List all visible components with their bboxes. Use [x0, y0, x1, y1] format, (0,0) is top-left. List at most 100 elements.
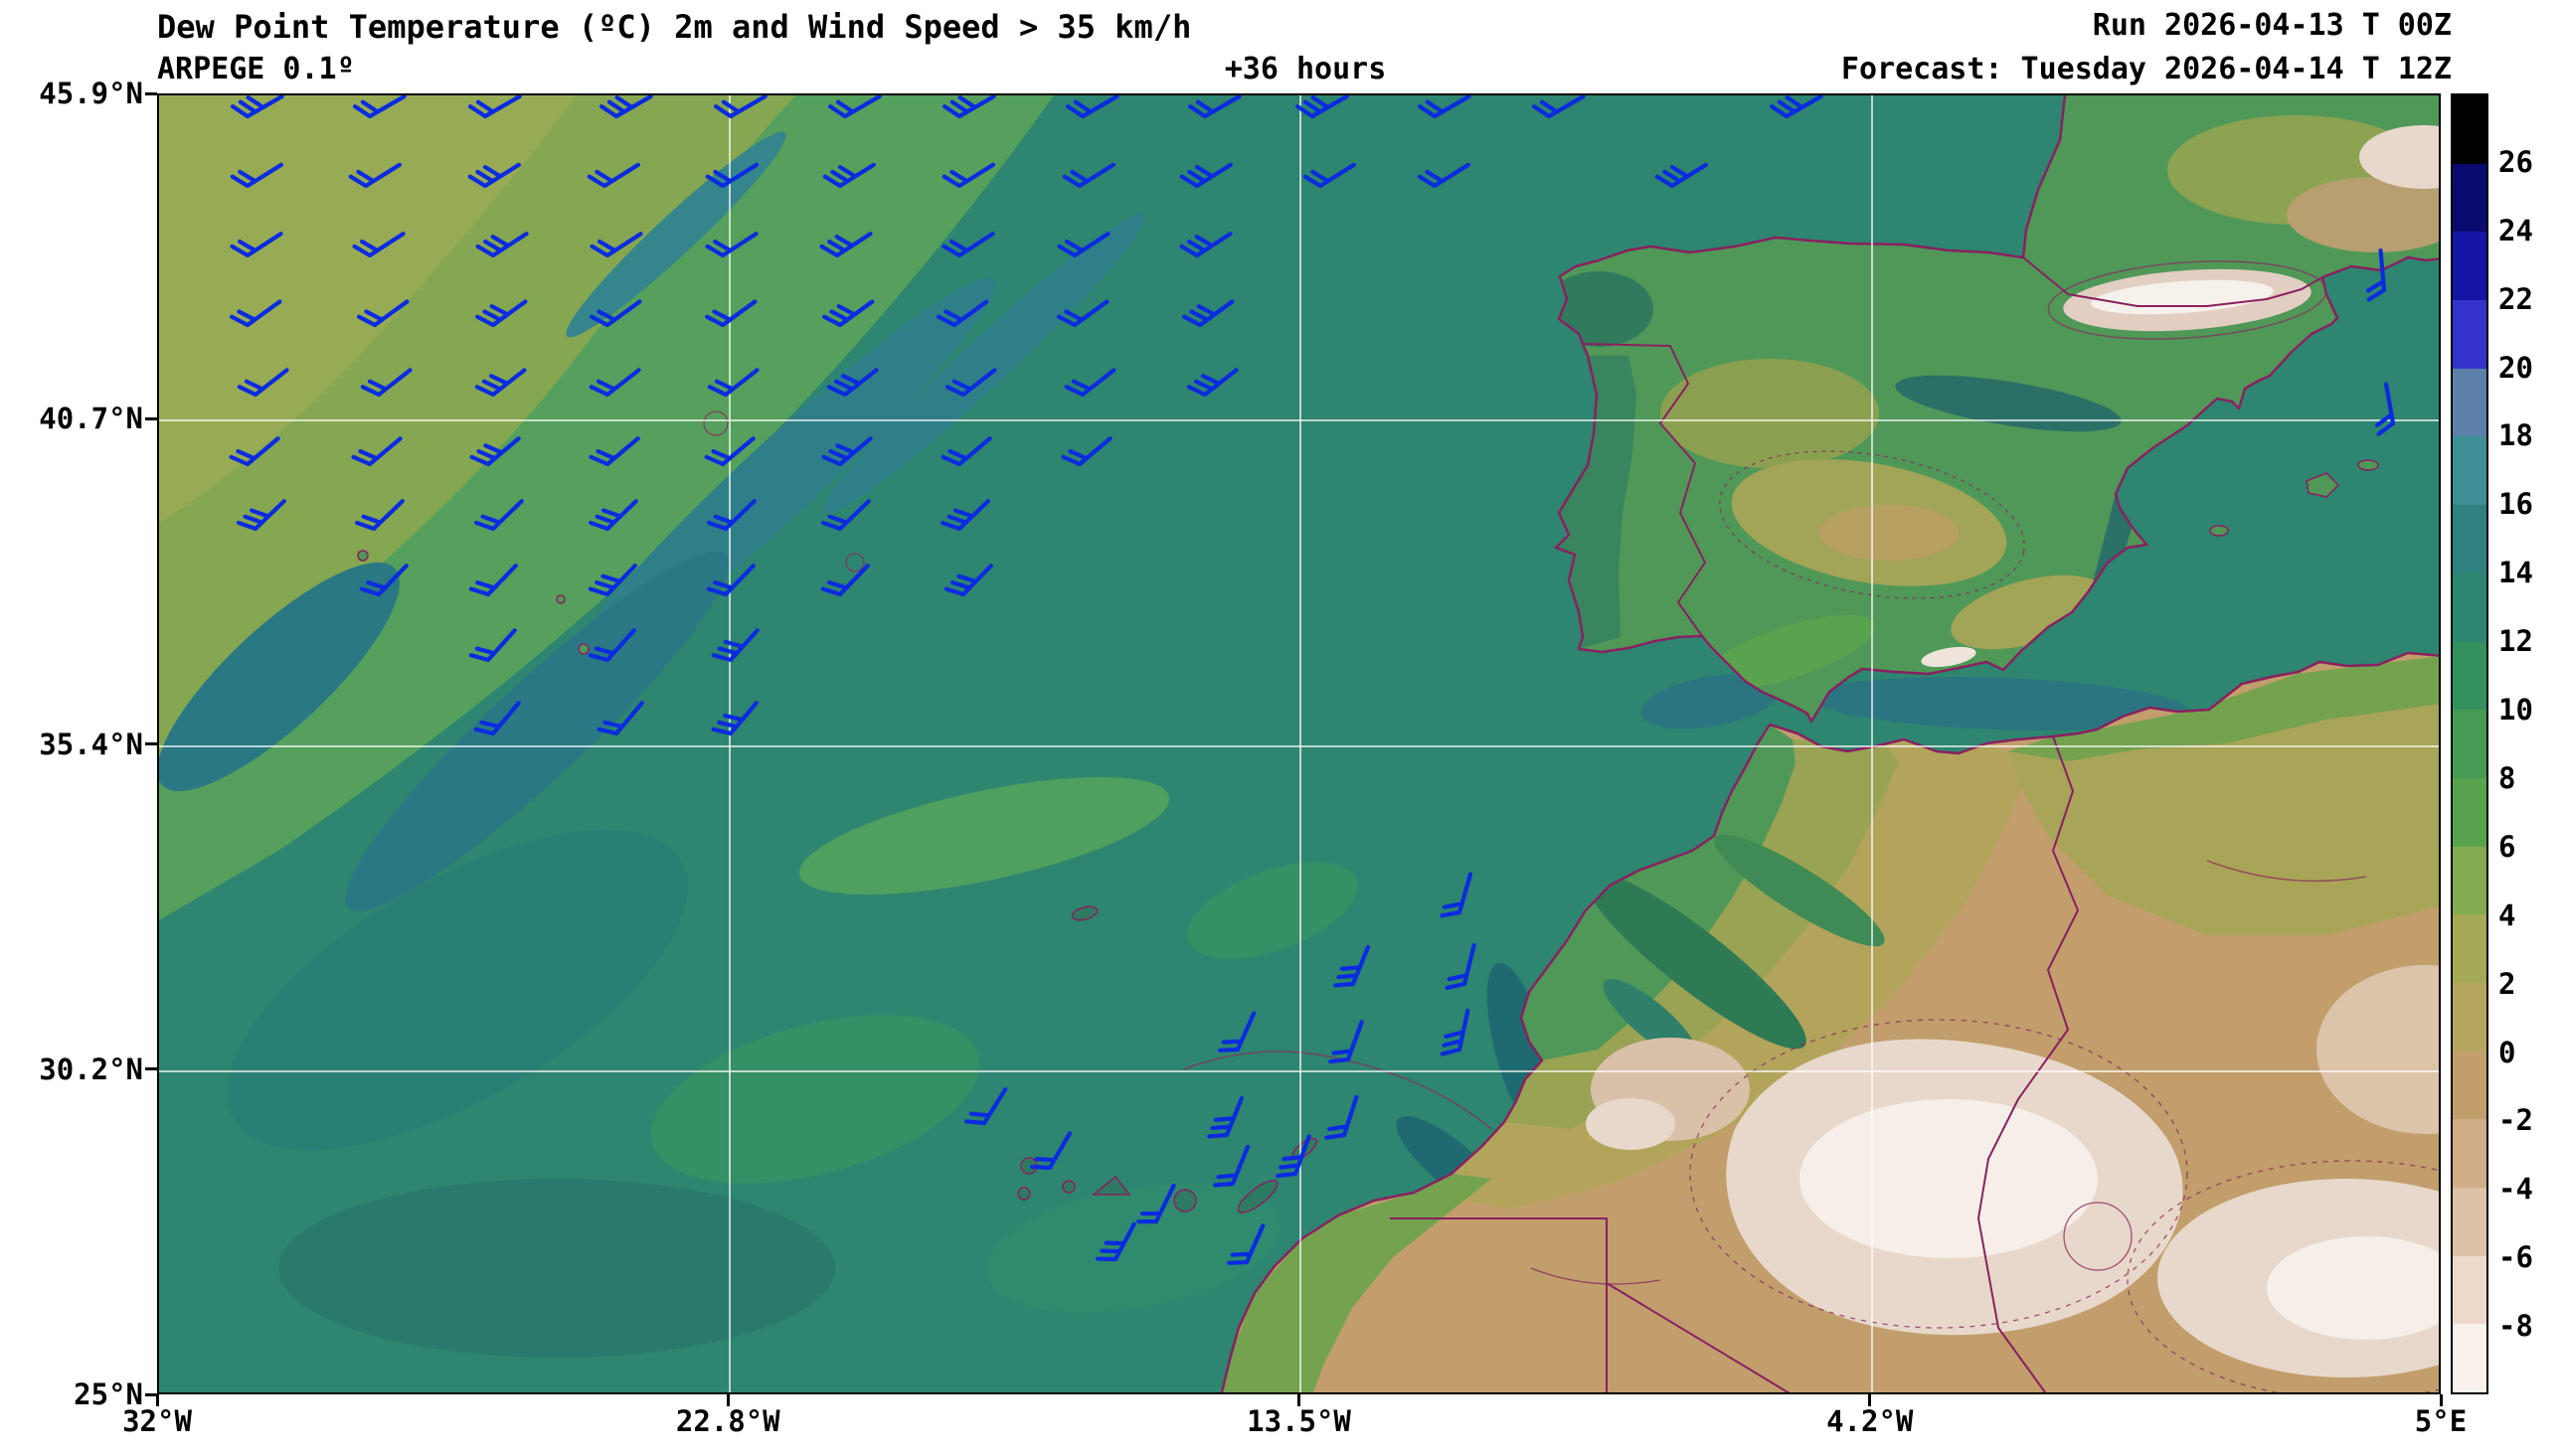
wind-barb	[1440, 1008, 1470, 1056]
y-tick-label: 30.2°N	[39, 1052, 143, 1086]
colorbar-tick-label: -4	[2498, 1172, 2533, 1207]
wind-barb	[941, 232, 995, 258]
wind-barb	[707, 499, 757, 532]
wind-barb	[937, 299, 989, 328]
colorbar-tick-label: 26	[2498, 144, 2533, 179]
wind-barb	[941, 95, 996, 119]
colorbar-tick-label: 14	[2498, 556, 2533, 590]
wind-barb	[826, 368, 879, 398]
wind-barb	[237, 368, 289, 398]
wind-barb	[359, 564, 409, 597]
forecast-label: Forecast: Tuesday 2026-04-14 T 12Z	[1840, 52, 2452, 86]
wind-barb	[587, 162, 641, 189]
colorbar-segment	[2453, 436, 2486, 506]
model-label: ARPEGE 0.1º	[157, 52, 355, 86]
colorbar-tick-label: -2	[2498, 1103, 2533, 1138]
wind-barb	[1057, 299, 1110, 328]
colorbar-segment	[2453, 163, 2486, 233]
wind-barb	[1276, 1134, 1311, 1179]
colorbar-tick-label: 20	[2498, 350, 2533, 385]
wind-barb	[1061, 436, 1112, 467]
ocean-dewpoint-field	[159, 95, 2187, 1358]
wind-barb	[230, 299, 282, 328]
wind-barb	[589, 499, 638, 532]
wind-barb	[1207, 1095, 1245, 1139]
wind-barb	[1179, 232, 1233, 258]
colorbar-tick-label: -6	[2498, 1240, 2533, 1275]
wind-barb	[1096, 1221, 1136, 1262]
wind-barb	[468, 628, 517, 663]
wind-barb	[711, 701, 759, 736]
wind-barb	[467, 95, 522, 119]
wind-barb	[597, 701, 644, 736]
wind-barb	[475, 299, 528, 328]
wind-barb	[475, 232, 529, 258]
x-tick-mark	[1297, 1394, 1300, 1406]
wind-barb	[822, 162, 877, 189]
y-tick-mark	[145, 1067, 157, 1071]
colorbar-tick-label: 12	[2498, 624, 2533, 659]
colorbar-tick-label: 24	[2498, 213, 2533, 247]
colorbar-segment	[2453, 982, 2486, 1052]
colorbar-segment	[2453, 572, 2486, 642]
canary-islands	[1017, 1137, 1318, 1213]
wind-barb	[822, 299, 875, 328]
wind-barb	[1328, 1020, 1364, 1064]
wind-barb	[1324, 1094, 1359, 1140]
wind-barb	[230, 232, 283, 258]
colorbar-tick-label: 10	[2498, 693, 2533, 728]
wind-barb	[230, 95, 284, 119]
wind-barb	[474, 368, 527, 398]
contour-lines	[703, 260, 2439, 1392]
x-tick-mark	[155, 1394, 159, 1406]
land-europe	[1556, 95, 2439, 722]
colorbar-segment	[2453, 95, 2486, 164]
y-tick-label: 35.4°N	[39, 727, 143, 761]
y-tick-label: 25°N	[74, 1377, 143, 1411]
wind-barb	[599, 95, 653, 119]
wind-barb	[820, 564, 870, 597]
colorbar-segment	[2453, 505, 2486, 573]
y-tick-mark	[145, 416, 157, 420]
x-tick-label: 5°E	[2414, 1404, 2468, 1438]
wind-barb	[467, 162, 522, 189]
colorbar-tick-label: 16	[2498, 487, 2533, 522]
colorbar-segment	[2453, 232, 2486, 301]
colorbar-tick-label: 2	[2498, 966, 2516, 1001]
wind-barb	[352, 95, 407, 119]
wind-barb	[1445, 943, 1476, 990]
colorbar-tick-label: 6	[2498, 829, 2516, 864]
wind-barb	[2365, 248, 2387, 302]
wind-barb	[821, 436, 873, 467]
y-tick-label: 40.7°N	[39, 402, 143, 436]
wind-barb	[1654, 162, 1709, 189]
colorbar-segment	[2453, 914, 2486, 983]
colorbar-segment	[2453, 1119, 2486, 1188]
colorbar-segment	[2453, 641, 2486, 711]
wind-barb	[941, 499, 990, 532]
wind-barb	[706, 564, 756, 597]
wind-barb	[351, 436, 403, 467]
y-tick-mark	[145, 742, 157, 745]
x-tick-label: 22.8°W	[675, 1404, 780, 1438]
x-tick-mark	[726, 1394, 730, 1406]
wind-barb	[1179, 162, 1234, 189]
wind-barb	[352, 232, 406, 258]
colorbar-segment	[2453, 1324, 2486, 1393]
colorbar-segment	[2453, 777, 2486, 847]
wind-barb	[705, 232, 759, 258]
colorbar-segment	[2453, 1255, 2486, 1325]
x-tick-label: 32°W	[122, 1404, 192, 1438]
wind-barb	[964, 1086, 1008, 1126]
wind-barb	[1182, 299, 1235, 328]
x-tick-mark	[2439, 1394, 2443, 1406]
wind-barb	[360, 368, 413, 398]
wind-barb	[229, 436, 280, 467]
wind-barb	[469, 436, 521, 467]
wind-barb	[713, 95, 768, 119]
grid-lines	[159, 95, 2439, 1392]
wind-barb	[1227, 1223, 1266, 1265]
y-tick-mark	[145, 91, 157, 95]
wind-barb	[1186, 368, 1239, 398]
wind-barb	[1213, 1144, 1251, 1188]
